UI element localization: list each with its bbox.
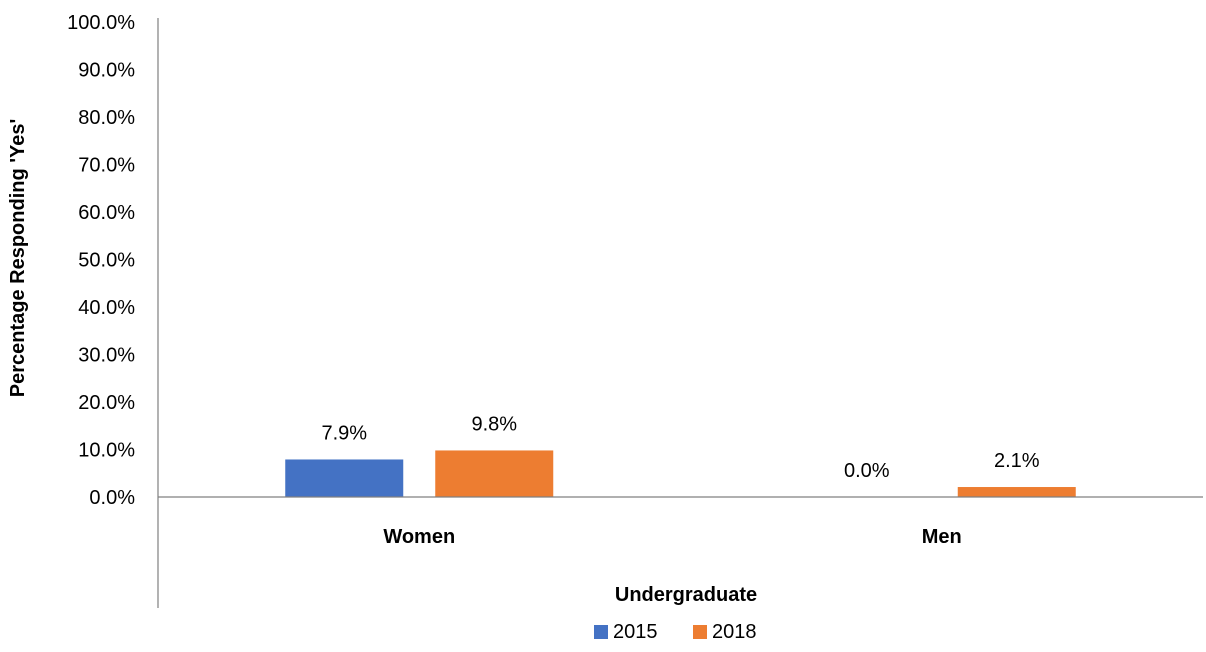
- y-tick-label: 90.0%: [78, 60, 135, 82]
- y-tick-label: 20.0%: [78, 392, 135, 414]
- legend-swatch-2015: [594, 625, 608, 639]
- y-tick-label: 0.0%: [89, 487, 135, 509]
- y-tick-label: 50.0%: [78, 250, 135, 272]
- legend: 2015 2018: [594, 621, 757, 643]
- bars: [285, 450, 1076, 497]
- y-tick-label: 80.0%: [78, 107, 135, 129]
- data-label-2015-women: 7.9%: [321, 422, 367, 444]
- legend-label-2015: 2015: [613, 621, 658, 643]
- y-tick-label: 70.0%: [78, 155, 135, 177]
- bar-2015-women: [285, 459, 404, 497]
- y-tick-label: 40.0%: [78, 297, 135, 319]
- y-axis-title: Percentage Responding 'Yes': [7, 119, 29, 398]
- y-axis-ticks: 0.0% 10.0% 20.0% 30.0% 40.0% 50.0% 60.0% 70.0% 8…: [67, 12, 135, 509]
- data-label-2015-men: 0.0%: [844, 460, 890, 482]
- data-labels: 7.9% 9.8% 0.0% 2.1%: [321, 413, 1039, 482]
- y-tick-label: 100.0%: [67, 12, 135, 34]
- category-labels: Women Men: [383, 526, 961, 548]
- category-label-men: Men: [922, 526, 962, 548]
- legend-label-2018: 2018: [712, 621, 757, 643]
- category-label-women: Women: [383, 526, 455, 548]
- data-label-2018-men: 2.1%: [994, 450, 1040, 472]
- bar-2018-women: [435, 450, 554, 497]
- y-tick-label: 10.0%: [78, 440, 135, 462]
- legend-swatch-2018: [693, 625, 707, 639]
- y-tick-label: 30.0%: [78, 345, 135, 367]
- data-label-2018-women: 9.8%: [471, 413, 517, 435]
- y-tick-label: 60.0%: [78, 202, 135, 224]
- bar-2018-men: [957, 487, 1076, 497]
- x-axis-title: Undergraduate: [615, 584, 757, 606]
